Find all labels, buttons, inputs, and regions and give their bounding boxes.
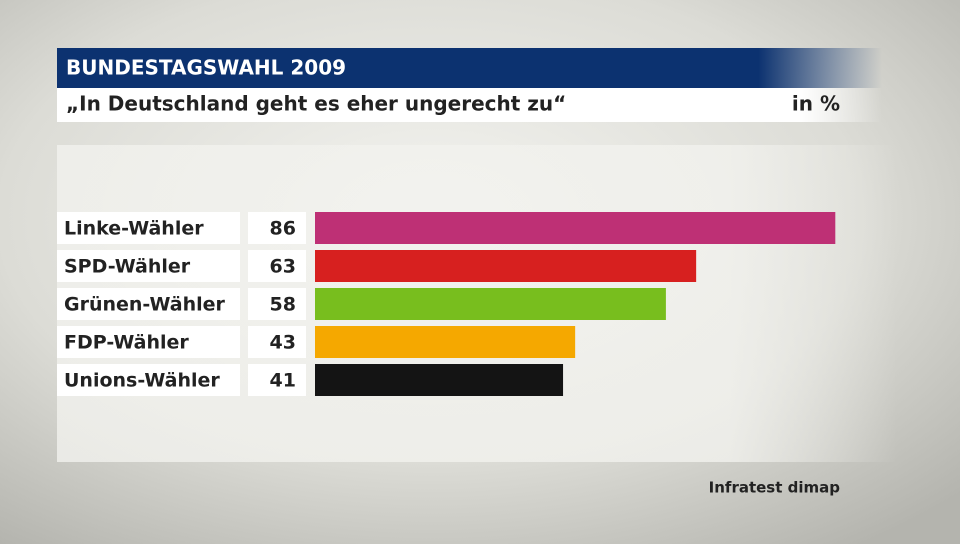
category-label: Unions-Wähler	[64, 370, 220, 392]
label-box	[57, 212, 240, 244]
category-label: SPD-Wähler	[64, 256, 191, 278]
value-box	[248, 326, 306, 358]
value-box	[248, 288, 306, 320]
value-label: 58	[270, 294, 296, 316]
label-box	[57, 288, 240, 320]
source: Infratest dimap	[709, 479, 841, 497]
chart-title: BUNDESTAGSWAHL 2009	[66, 56, 346, 80]
chart-subtitle: „In Deutschland geht es eher ungerecht z…	[66, 92, 566, 116]
label-box	[57, 364, 240, 396]
value-box	[248, 212, 306, 244]
subtitle-band	[57, 88, 882, 122]
category-label: Linke-Wähler	[64, 218, 204, 240]
bar	[315, 288, 666, 320]
bar	[315, 326, 576, 358]
category-label: FDP-Wähler	[64, 332, 189, 354]
bar	[315, 364, 564, 396]
bars: Linke-Wähler 86 SPD-Wähler 63 Grünen-Wähler 5…	[57, 212, 836, 396]
unit-label: in %	[792, 92, 840, 116]
category-label: Grünen-Wähler	[64, 294, 225, 316]
value-label: 43	[270, 332, 296, 354]
header-band	[57, 48, 882, 88]
value-label: 63	[270, 256, 296, 278]
label-box	[57, 250, 240, 282]
value-label: 41	[270, 370, 296, 392]
label-box	[57, 326, 240, 358]
value-label: 86	[270, 218, 296, 240]
bar	[315, 212, 836, 244]
value-box	[248, 250, 306, 282]
bar	[315, 250, 697, 282]
value-box	[248, 364, 306, 396]
